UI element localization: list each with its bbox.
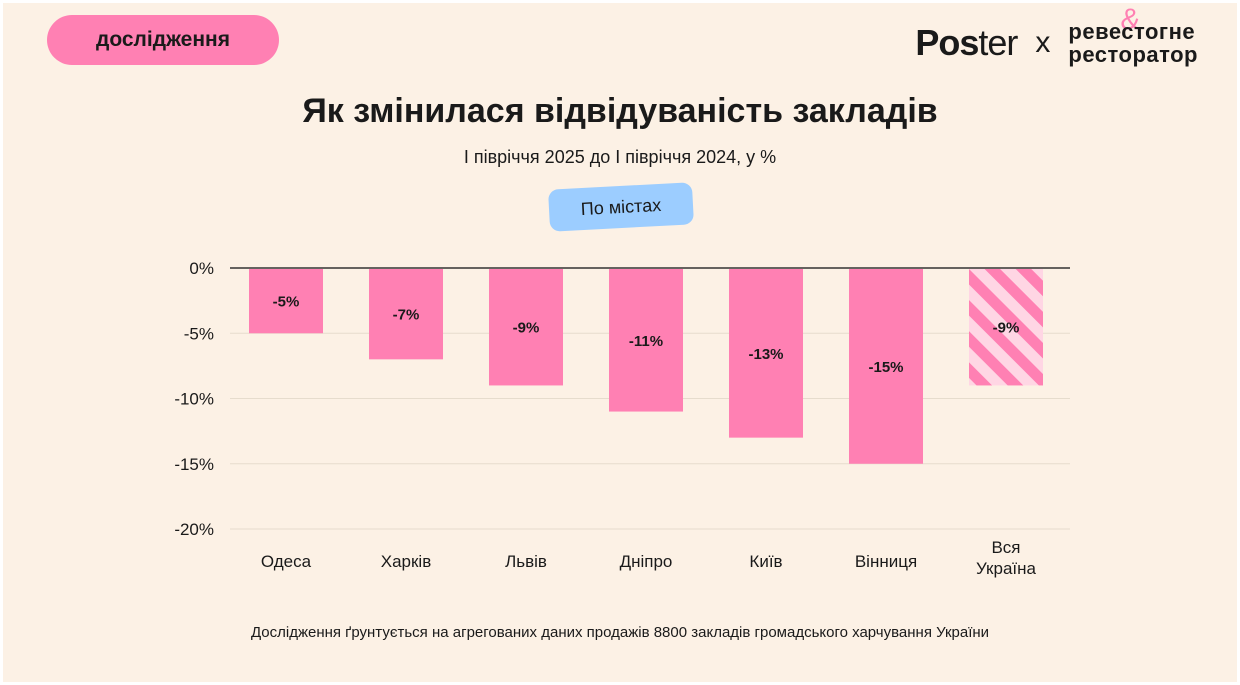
y-tick-label: -20% bbox=[174, 520, 214, 539]
y-tick-label: -5% bbox=[184, 324, 214, 343]
x-tick-label: Київ bbox=[749, 552, 782, 571]
partner-logos: Poster x & ревестогне ресторатор bbox=[915, 5, 1198, 67]
y-tick-label: 0% bbox=[189, 259, 214, 278]
data-label: -11% bbox=[629, 333, 663, 350]
restaurateur-logo: & ревестогне ресторатор bbox=[1068, 5, 1198, 67]
ampersand-mark: & bbox=[1120, 3, 1141, 36]
poster-logo-bold: Pos bbox=[915, 22, 979, 63]
x-tick-label: Вся Україна bbox=[976, 538, 1036, 578]
chart-title: Як змінилася відвідуваність закладів bbox=[302, 92, 938, 130]
y-tick-label: -15% bbox=[174, 455, 214, 474]
x-tick-label: Дніпро bbox=[620, 552, 673, 571]
bar bbox=[729, 269, 803, 438]
data-label: -5% bbox=[273, 294, 300, 311]
bar bbox=[609, 269, 683, 412]
data-label: -9% bbox=[513, 320, 540, 337]
x-tick-label: Вінниця bbox=[855, 552, 917, 571]
x-tick-label: Одеса bbox=[261, 552, 312, 571]
bar bbox=[369, 269, 443, 360]
data-label: -15% bbox=[868, 359, 903, 376]
research-badge: дослідження bbox=[47, 15, 279, 65]
footnote: Дослідження ґрунтується на агрегованих д… bbox=[250, 624, 990, 641]
chart-subtitle: І півріччя 2025 до І півріччя 2024, у % bbox=[463, 147, 777, 167]
y-tick-label: -10% bbox=[174, 390, 214, 409]
poster-logo-light: ter bbox=[978, 22, 1018, 63]
poster-logo: Poster bbox=[915, 22, 1018, 64]
restaurateur-logo-line1: ревестогне bbox=[1068, 19, 1196, 44]
x-tick-label: Харків bbox=[381, 552, 432, 571]
bar bbox=[849, 269, 923, 464]
restaurateur-logo-line2: ресторатор bbox=[1068, 42, 1198, 67]
bar bbox=[489, 269, 563, 386]
logo-separator: x bbox=[1035, 26, 1051, 59]
data-label: -13% bbox=[748, 346, 783, 363]
x-tick-label: Львів bbox=[505, 552, 547, 571]
data-label: -9% bbox=[993, 320, 1020, 337]
bar bbox=[249, 269, 323, 334]
data-label: -7% bbox=[393, 307, 420, 324]
bar-total-ukraine bbox=[969, 269, 1043, 386]
